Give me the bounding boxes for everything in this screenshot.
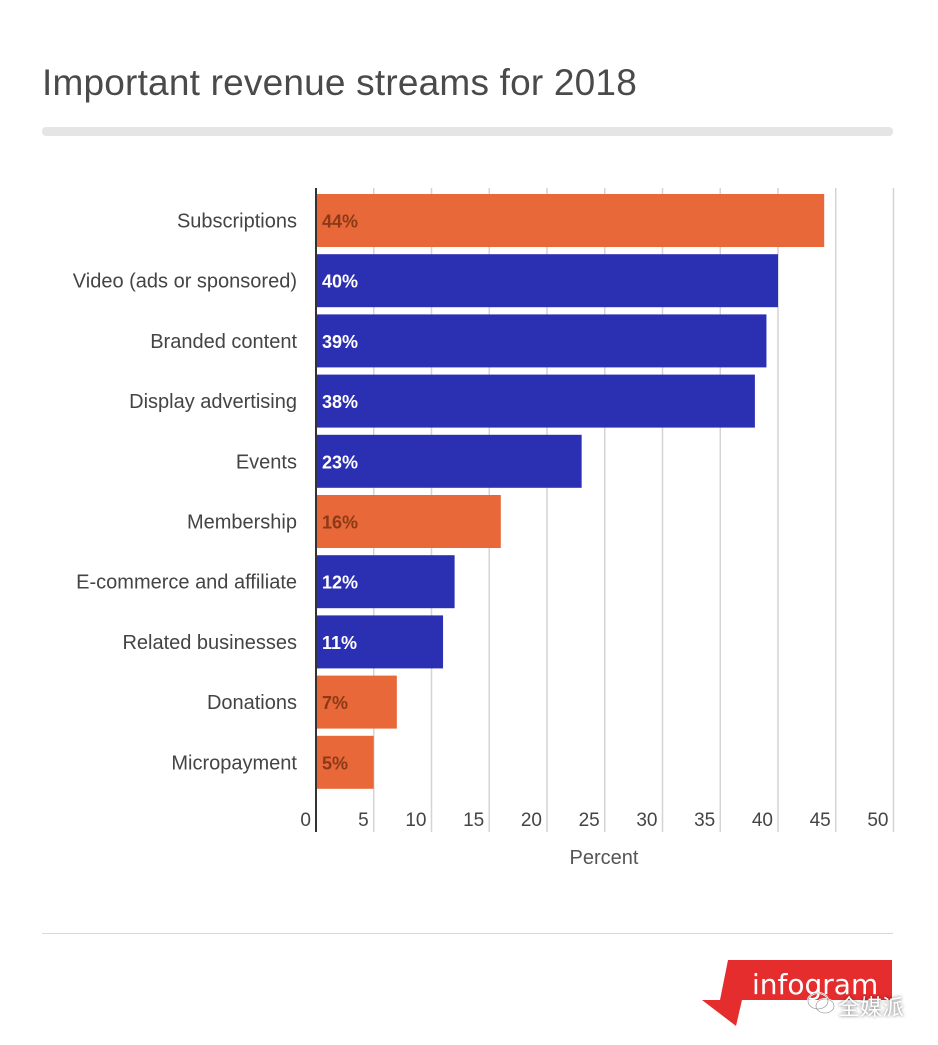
data-label: 7% bbox=[322, 693, 348, 713]
x-tick-label: 30 bbox=[636, 810, 657, 831]
x-tick-label: 50 bbox=[867, 810, 888, 831]
data-label: 23% bbox=[322, 452, 358, 472]
category-label: E-commerce and affiliate bbox=[76, 572, 297, 594]
x-tick-label: 35 bbox=[694, 810, 715, 831]
x-tick-label: 0 bbox=[300, 810, 311, 831]
data-label: 11% bbox=[322, 633, 357, 653]
data-label: 12% bbox=[322, 573, 358, 593]
bar bbox=[317, 555, 455, 609]
bar bbox=[317, 194, 825, 247]
bar bbox=[317, 374, 755, 428]
footer-divider bbox=[42, 933, 893, 934]
bar bbox=[317, 615, 444, 669]
bar bbox=[317, 434, 582, 488]
bar bbox=[317, 675, 397, 729]
x-tick-label: 15 bbox=[463, 810, 484, 831]
x-tick-label: 25 bbox=[579, 810, 600, 831]
x-tick-label: 45 bbox=[810, 810, 831, 831]
x-tick-labels: 0 5 10 15 20 25 30 35 40 45 50 bbox=[300, 810, 888, 831]
title-divider bbox=[42, 127, 893, 136]
category-labels: Subscriptions Video (ads or sponsored) Bra… bbox=[73, 211, 298, 775]
category-label: Events bbox=[236, 451, 297, 473]
data-label: 5% bbox=[322, 753, 348, 773]
bar bbox=[317, 735, 374, 789]
category-label: Subscriptions bbox=[177, 211, 297, 233]
x-axis-title: Percent bbox=[570, 847, 639, 869]
chart-title: Important revenue streams for 2018 bbox=[42, 62, 637, 103]
category-label: Branded content bbox=[150, 331, 297, 353]
watermark-text: 全媒派 bbox=[838, 996, 905, 1021]
data-label: 38% bbox=[322, 392, 358, 412]
bar bbox=[317, 495, 501, 548]
data-label: 16% bbox=[322, 513, 358, 533]
bars: 44% 40% 39% 38% 23% 16% 12% 11% 7% 5% bbox=[317, 194, 825, 789]
category-label: Donations bbox=[207, 692, 297, 714]
x-tick-label: 5 bbox=[358, 810, 369, 831]
wechat-icon bbox=[807, 992, 835, 1014]
x-tick-label: 20 bbox=[521, 810, 542, 831]
category-label: Related businesses bbox=[122, 632, 297, 654]
x-tick-label: 10 bbox=[405, 810, 426, 831]
data-label: 39% bbox=[322, 332, 358, 352]
x-tick-label: 40 bbox=[752, 810, 773, 831]
category-label: Video (ads or sponsored) bbox=[73, 271, 297, 293]
bar bbox=[317, 254, 778, 308]
bar bbox=[317, 314, 767, 368]
category-label: Display advertising bbox=[129, 391, 297, 413]
data-label: 44% bbox=[322, 212, 358, 232]
category-label: Membership bbox=[187, 512, 297, 534]
bar-chart: 44% 40% 39% 38% 23% 16% 12% 11% 7% 5% Subscriptio… bbox=[73, 188, 895, 869]
category-label: Micropayment bbox=[171, 752, 297, 774]
data-label: 40% bbox=[322, 272, 358, 292]
infogram-logo-text: infogram bbox=[752, 968, 879, 1001]
infogram-logo[interactable] bbox=[700, 958, 900, 1033]
